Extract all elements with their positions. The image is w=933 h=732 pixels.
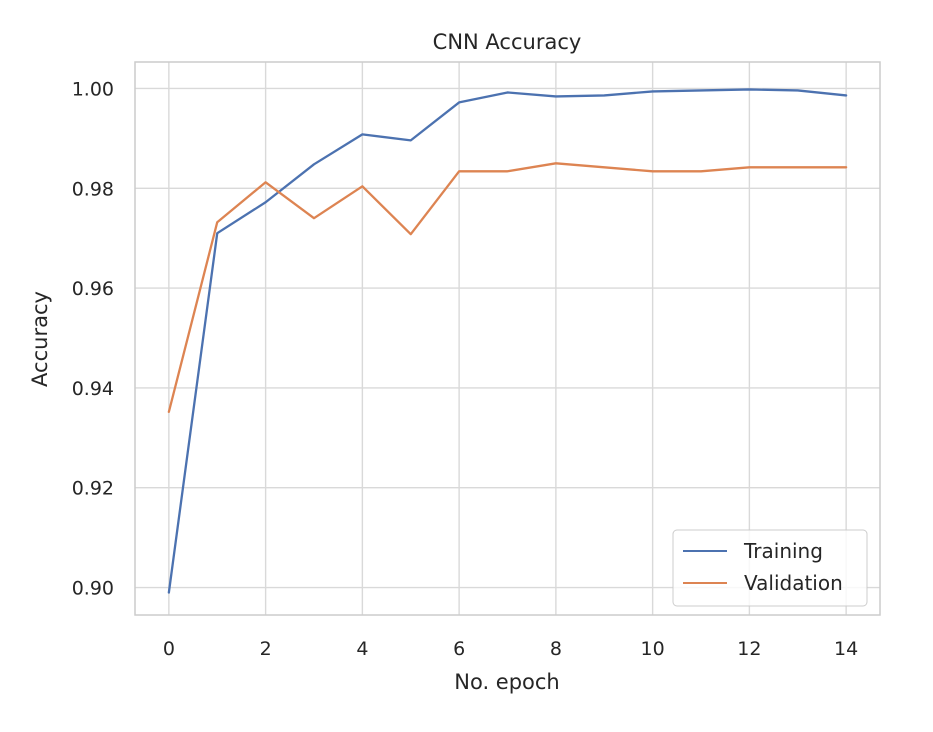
x-tick-label: 10 [641, 638, 665, 660]
y-tick-label: 0.94 [72, 378, 114, 400]
x-tick-label: 2 [260, 638, 272, 660]
y-tick-label: 0.90 [72, 578, 114, 600]
y-axis-label: Accuracy [28, 291, 52, 387]
chart-title: CNN Accuracy [433, 30, 582, 54]
x-tick-label: 4 [356, 638, 368, 660]
legend: Training Validation [673, 530, 867, 606]
x-axis-label: No. epoch [454, 670, 560, 694]
y-tick-label: 0.96 [72, 278, 114, 300]
x-tick-label: 8 [550, 638, 562, 660]
y-tick-label: 0.98 [72, 178, 114, 200]
legend-label-validation: Validation [744, 571, 843, 595]
x-tick-label: 6 [453, 638, 465, 660]
x-tick-label: 12 [737, 638, 761, 660]
y-tick-label: 1.00 [72, 78, 114, 100]
legend-label-training: Training [743, 539, 823, 563]
y-tick-label: 0.92 [72, 478, 114, 500]
x-tick-label: 14 [834, 638, 858, 660]
x-tick-label: 0 [163, 638, 175, 660]
